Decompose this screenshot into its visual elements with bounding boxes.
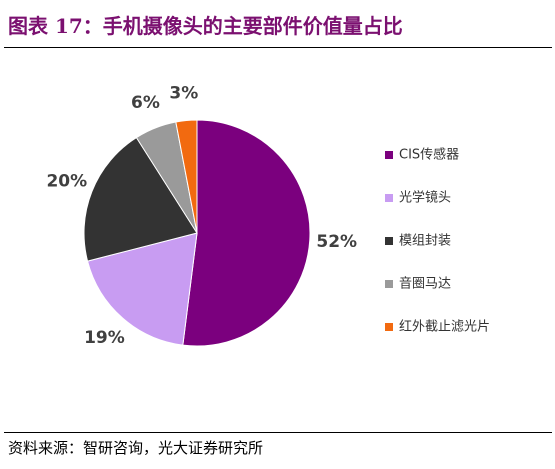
legend-swatch	[385, 280, 393, 288]
data-label: 52%	[316, 232, 357, 252]
legend-label: 光学镜头	[399, 190, 451, 206]
pie-slice	[86, 232, 198, 346]
pie-slice	[83, 136, 198, 262]
legend-swatch	[385, 151, 393, 159]
pie-slice	[175, 119, 198, 234]
pie-slice	[182, 119, 311, 347]
data-label: 20%	[46, 171, 87, 191]
legend-swatch	[385, 323, 393, 331]
legend-label: 音圈马达	[399, 276, 451, 292]
bottom-rule	[4, 432, 552, 433]
legend-label: CIS传感器	[399, 147, 459, 163]
top-rule	[4, 47, 552, 48]
legend-label: 红外截止滤光片	[399, 319, 490, 335]
data-label: 6%	[131, 93, 160, 113]
legend-label: 模组封装	[399, 234, 451, 249]
legend-swatch	[385, 237, 393, 245]
source-note: 资料来源：智研咨询，光大证券研究所	[8, 439, 264, 457]
data-label: 3%	[169, 84, 198, 104]
figure-title: 图表 17：手机摄像头的主要部件价值量占比	[8, 14, 403, 38]
legend-swatch	[385, 194, 393, 202]
data-label: 19%	[84, 328, 125, 348]
